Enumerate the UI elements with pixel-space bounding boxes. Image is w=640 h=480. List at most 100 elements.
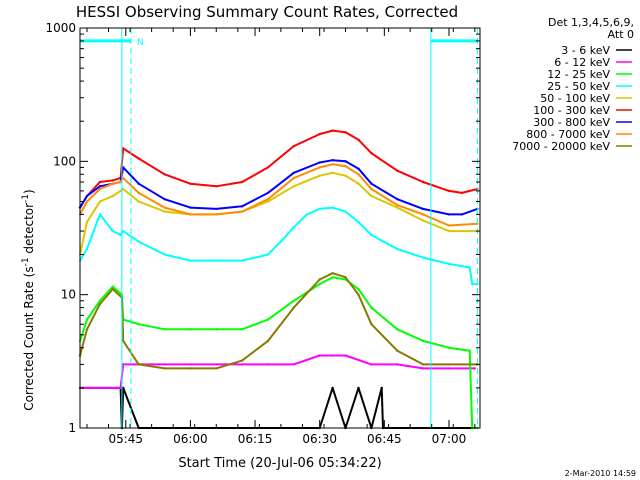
data-point-s7-17 (357, 167, 360, 170)
y-axis-label: Corrected Count Rate (s-1 detector-1) (21, 189, 36, 410)
data-point-s4-20 (370, 233, 373, 237)
data-point-s3-17 (357, 287, 360, 291)
data-point-s2-16 (421, 367, 425, 370)
data-point-s3-15 (331, 276, 334, 279)
data-point-s1-9 (357, 386, 360, 390)
data-point-s5-7 (137, 200, 140, 203)
data-point-s6-15 (331, 129, 334, 132)
data-point-s1-11 (380, 386, 383, 390)
data-point-s8-2 (85, 200, 89, 203)
data-point-s8-10 (215, 213, 218, 216)
data-point-s4-6 (122, 229, 125, 233)
data-point-s7-21 (447, 213, 451, 216)
data-point-s9-15 (331, 272, 334, 275)
y-tick-label-2: 10 (61, 288, 76, 302)
data-point-s9-9 (189, 367, 192, 370)
data-point-s9-17 (357, 293, 360, 296)
y-axis-label-part2: detector (22, 203, 36, 258)
data-point-s5-8 (163, 210, 166, 213)
legend-label-7: 300 - 800 keV (533, 116, 610, 129)
data-point-s8-3 (98, 187, 102, 191)
data-point-s5-18 (370, 194, 373, 198)
data-point-s9-14 (318, 278, 321, 281)
plot-area: N 1 10 100 1000 05:45 06:00 06:15 06:30 06:45 07… (45, 21, 481, 446)
x-axis-ticks: 05:45 06:00 06:15 06:30 06:45 07:00 (86, 28, 476, 446)
series-line-2 (80, 354, 475, 389)
data-point-s5-19 (396, 206, 399, 209)
data-point-s5-2 (85, 220, 89, 224)
data-point-s3-9 (189, 328, 192, 331)
data-point-s8-5 (119, 180, 122, 184)
y-axis-label-sup2: -1 (21, 194, 31, 203)
data-point-s9-7 (137, 363, 140, 366)
data-point-s8-20 (421, 213, 425, 216)
data-point-s9-19 (396, 349, 399, 352)
legend-header-line2: Att 0 (608, 28, 634, 41)
y-axis-label-part1: Corrected Count Rate (s (22, 266, 36, 410)
data-point-s3-20 (421, 339, 425, 343)
data-point-s5-5 (119, 189, 122, 193)
y-axis-label-part3: ) (22, 189, 36, 194)
x-tick-label-1: 05:45 (108, 432, 143, 446)
data-point-s6-12 (266, 166, 270, 169)
data-point-s2-10 (292, 363, 295, 366)
y-axis-label-sup1: -1 (21, 257, 31, 266)
data-point-s4-23 (447, 262, 451, 266)
data-point-s4-16 (318, 207, 321, 211)
y-tick-label-4: 1000 (45, 21, 76, 35)
data-point-s8-21 (447, 224, 451, 227)
data-point-s9-11 (240, 359, 244, 362)
chart-title: HESSI Observing Summary Count Rates, Cor… (76, 3, 458, 21)
data-point-s2-18 (473, 367, 476, 370)
data-point-s6-10 (215, 185, 218, 188)
legend-label-8: 800 - 7000 keV (526, 128, 610, 141)
data-point-s6-22 (460, 191, 464, 195)
night-marker-label: N (137, 38, 144, 48)
data-point-s8-9 (189, 213, 192, 216)
data-point-s5-6 (122, 187, 125, 191)
data-point-s4-4 (111, 229, 115, 233)
data-point-s7-13 (292, 171, 295, 174)
data-point-s7-20 (421, 207, 425, 211)
series-line-9 (79, 272, 478, 370)
data-point-s7-12 (266, 191, 270, 195)
y-axis-ticks: 1 10 100 1000 (45, 21, 480, 435)
data-point-s3-22 (468, 349, 471, 352)
data-point-s9-2 (85, 328, 89, 331)
data-point-s8-13 (292, 176, 295, 180)
series-line-5 (79, 171, 478, 255)
data-point-s6-14 (318, 132, 321, 136)
data-point-s4-19 (357, 220, 360, 224)
legend-label-1: 3 - 6 keV (561, 44, 610, 57)
data-point-s2-15 (396, 363, 399, 366)
data-point-s6-19 (396, 169, 399, 172)
data-point-s8-19 (396, 203, 399, 207)
data-point-s3-4 (111, 285, 115, 288)
data-point-s4-2 (85, 247, 89, 251)
data-point-s6-4 (111, 179, 115, 182)
data-point-s3-13 (292, 299, 295, 302)
y-tick-label-1: 1 (68, 421, 76, 435)
legend-label-6: 100 - 300 keV (533, 104, 610, 117)
data-point-s3-18 (370, 306, 373, 309)
data-point-s7-3 (98, 185, 102, 188)
data-point-s7-19 (396, 198, 399, 201)
data-point-s8-6 (122, 176, 125, 180)
data-point-s4-15 (305, 213, 308, 216)
legend-header-line1: Det 1,3,4,5,6,9, (548, 16, 634, 29)
night-marker-layer: N (80, 38, 478, 48)
plot-frame (79, 27, 481, 429)
data-point-s9-10 (215, 367, 218, 370)
data-point-s6-17 (357, 138, 360, 141)
data-point-s8-8 (163, 206, 166, 209)
y-tick-label-3: 100 (53, 154, 76, 168)
data-point-s4-14 (292, 226, 295, 229)
data-point-s3-8 (163, 328, 166, 331)
data-point-s4-21 (396, 247, 399, 251)
data-point-s4-8 (163, 253, 166, 256)
data-point-s3-10 (215, 328, 218, 331)
data-point-s4-11 (240, 259, 244, 262)
data-point-s3-21 (447, 346, 451, 349)
